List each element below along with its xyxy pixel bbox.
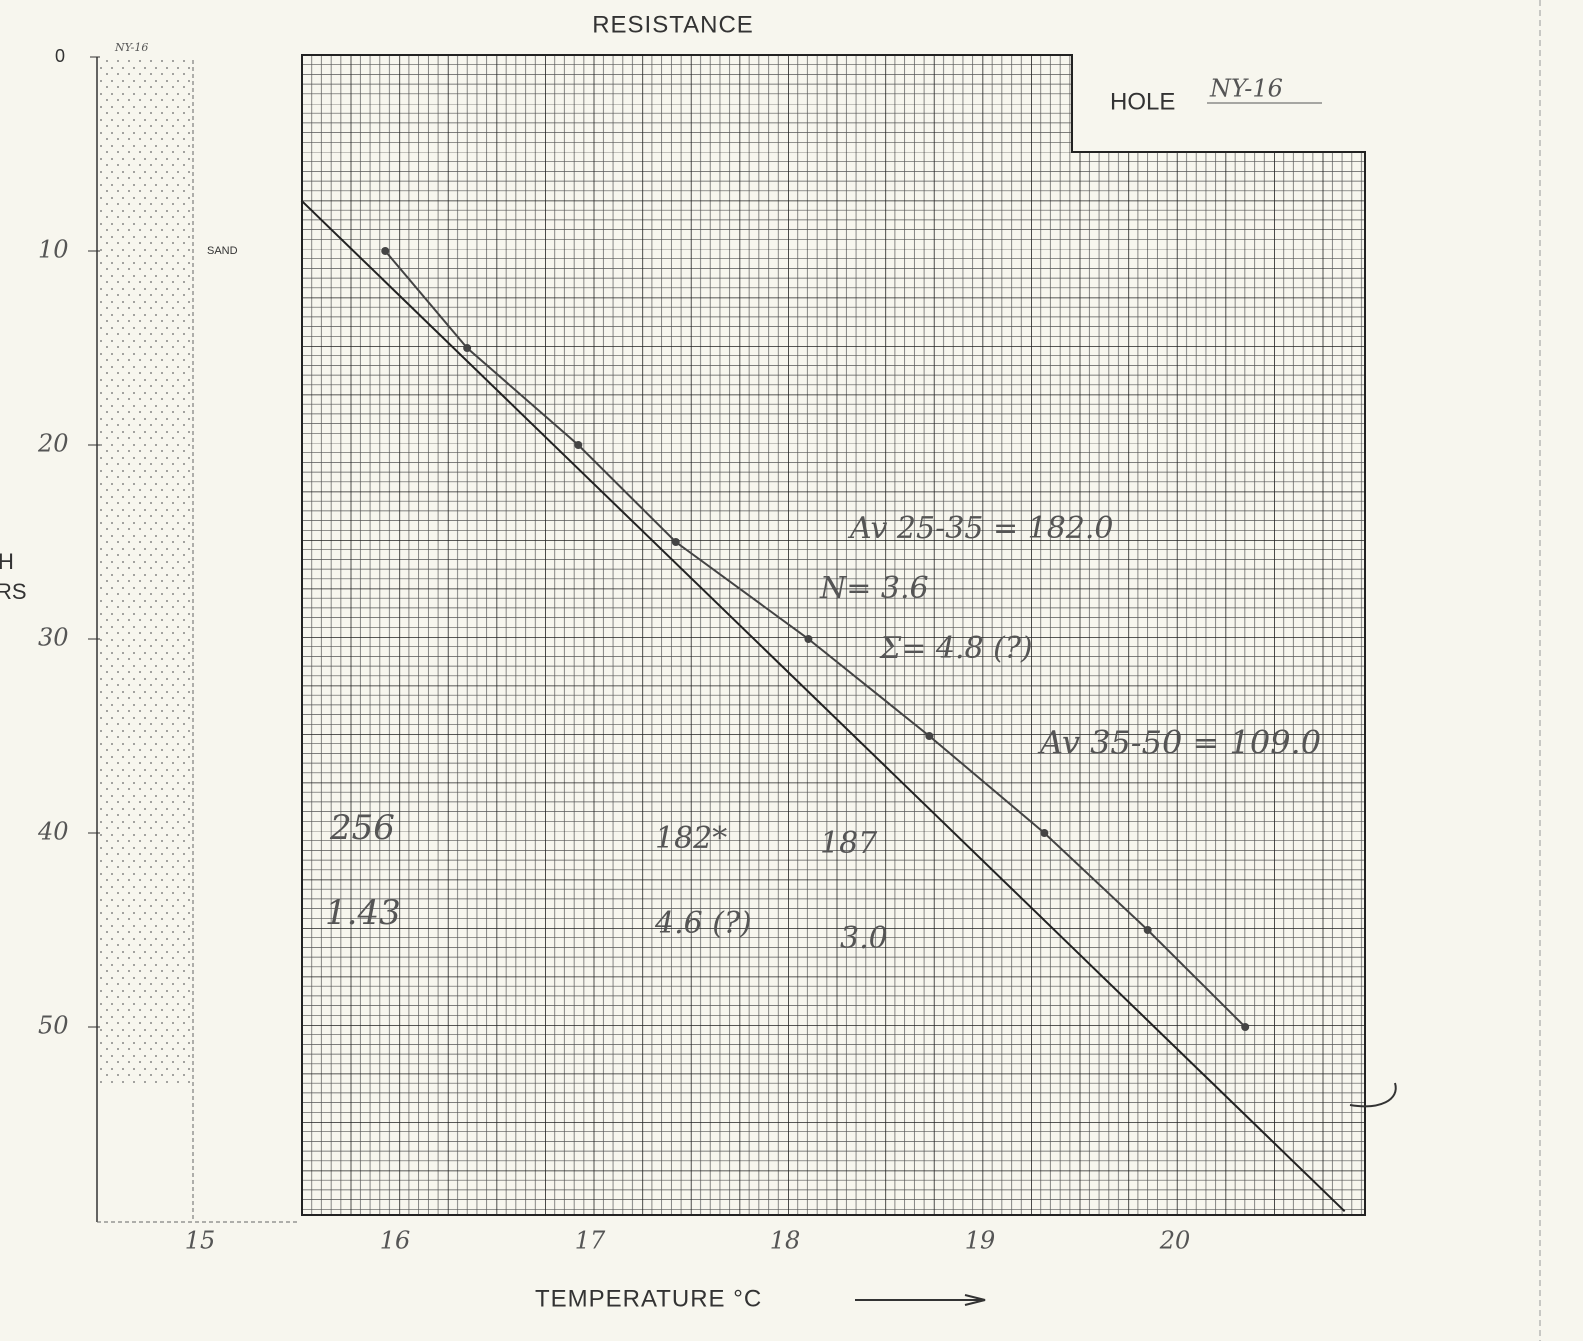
data-point (671, 538, 680, 546)
annotation: 3.0 (840, 921, 888, 956)
annotation: Av 35-50 = 109.0 (1037, 724, 1321, 762)
annotation: 4.6 (?) (654, 906, 752, 941)
y-tick-label: 20 (37, 430, 69, 458)
y-tick-label: 30 (38, 624, 69, 652)
annotation: 256 (329, 808, 395, 848)
hole-label: HOLE (1110, 88, 1175, 115)
y-tick-label: 10 (38, 236, 69, 264)
graph-paper (301, 54, 1366, 1216)
data-point (1143, 926, 1152, 934)
annotation: N= 3.6 (819, 571, 929, 606)
annotation: 1.43 (325, 893, 401, 933)
data-point (1040, 829, 1049, 837)
data-point (381, 247, 390, 255)
data-point (925, 732, 934, 740)
data-point (804, 635, 813, 643)
data-point (463, 344, 472, 352)
annotation: Av 25-35 = 182.0 (847, 511, 1114, 546)
hook (1349, 1082, 1397, 1108)
y-axis-label: H (0, 549, 14, 574)
data-point (1241, 1023, 1250, 1031)
x-tick-label: 16 (380, 1227, 411, 1255)
x-tick-label: 18 (770, 1227, 801, 1255)
x-tick-label: 20 (1159, 1227, 1191, 1255)
y-tick-label: 0 (55, 46, 65, 66)
lithology-label: SAND (207, 245, 238, 257)
annotation: 182* (655, 821, 727, 856)
annotation: 187 (820, 826, 878, 861)
x-axis-arrow (855, 1294, 986, 1306)
x-tick-label: 19 (965, 1227, 996, 1255)
hole-id: NY-16 (1209, 75, 1283, 103)
lithology-column (100, 60, 192, 1086)
y-tick-label: 40 (37, 818, 69, 846)
data-point (574, 441, 583, 449)
temperature-line (300, 199, 1346, 1213)
y-tick-label: 50 (38, 1012, 69, 1040)
column-label: NY-16 (114, 41, 148, 54)
x-tick-label: 17 (575, 1227, 606, 1255)
y-axis-label: RS (0, 579, 27, 604)
x-axis-label: TEMPERATURE °C (535, 1285, 762, 1312)
chart-title: RESISTANCE (592, 11, 754, 38)
x-tick-label: 15 (185, 1227, 216, 1255)
annotation: Σ= 4.8 (?) (879, 631, 1033, 666)
